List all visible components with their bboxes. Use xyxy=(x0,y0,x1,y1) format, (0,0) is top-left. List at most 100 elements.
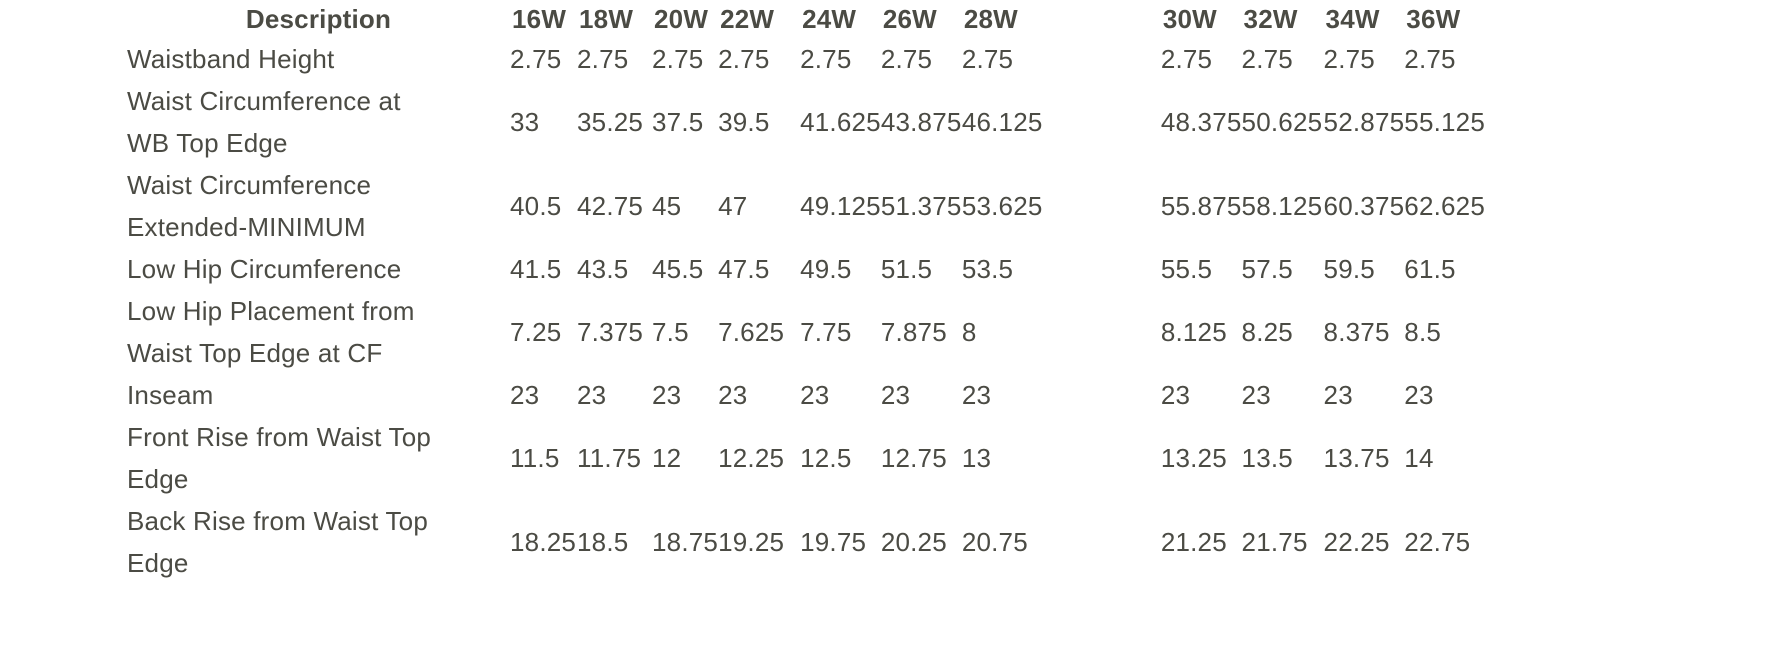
measurement-cell: 2.75 xyxy=(577,44,629,74)
measurement-cell: 62.625 xyxy=(1404,191,1486,221)
size-column-header: 34W xyxy=(1325,4,1380,34)
table-row: Waistband Height 2.75 2.75 2.75 2.75 2.75 2.75… xyxy=(127,38,1519,80)
measurement-cell: 43.5 xyxy=(577,254,629,284)
measurement-cell: 21.75 xyxy=(1241,527,1308,557)
table-row: Back Rise from Waist Top Edge 18.25 18.5 18… xyxy=(127,500,1519,584)
measurement-cell: 7.875 xyxy=(880,317,947,347)
measurement-cell: 23 xyxy=(961,380,992,410)
measurement-cell: 23 xyxy=(1241,380,1271,410)
table-row: Waist Circumference at WB Top Edge 33 35.2… xyxy=(127,80,1519,164)
table-row: Low Hip Placement from Waist Top Edge at… xyxy=(127,290,1519,374)
measurement-cell: 41.5 xyxy=(510,254,562,284)
measurement-cell: 2.75 xyxy=(652,44,704,74)
measurement-cell: 49.5 xyxy=(800,254,852,284)
table-row: Front Rise from Waist Top Edge 11.5 11.75 1… xyxy=(127,416,1519,500)
measurement-cell: 43.875 xyxy=(880,107,962,137)
measurement-cell: 37.5 xyxy=(652,107,704,137)
measurement-cell: 8 xyxy=(961,317,977,347)
measurement-cell: 23 xyxy=(880,380,911,410)
measurement-cell: 2.75 xyxy=(1404,44,1456,74)
row-description: Waistband Height xyxy=(127,44,335,74)
measurement-cell: 12.5 xyxy=(800,443,852,473)
measurement-cell: 23 xyxy=(1323,380,1353,410)
measurement-cell: 42.75 xyxy=(577,191,644,221)
measurement-cell: 23 xyxy=(652,380,682,410)
measurement-cell: 18.25 xyxy=(510,527,577,557)
measurement-cell: 23 xyxy=(1160,380,1191,410)
measurement-cell: 49.125 xyxy=(800,191,881,221)
measurement-cell: 45.5 xyxy=(652,254,704,284)
measurement-cell: 57.5 xyxy=(1241,254,1293,284)
size-column-header: 28W xyxy=(963,4,1018,34)
measurement-cell: 7.375 xyxy=(577,317,644,347)
row-description: Low Hip Placement from Waist Top Edge at… xyxy=(127,296,415,368)
table-row: Low Hip Circumference 41.5 43.5 45.5 47.5 49.… xyxy=(127,248,1519,290)
measurement-cell: 18.75 xyxy=(652,527,719,557)
measurement-cell: 12.25 xyxy=(718,443,785,473)
measurement-cell: 8.25 xyxy=(1241,317,1293,347)
measurement-cell: 59.5 xyxy=(1323,254,1375,284)
size-column-header: 18W xyxy=(579,4,634,34)
measurement-cell: 61.5 xyxy=(1404,254,1456,284)
measurement-cell: 47.5 xyxy=(718,254,770,284)
measurement-cell: 2.75 xyxy=(1160,44,1213,74)
measurement-cell: 50.625 xyxy=(1241,107,1323,137)
measurement-cell: 58.125 xyxy=(1241,191,1323,221)
measurement-cell: 13.5 xyxy=(1241,443,1293,473)
measurement-cell: 18.5 xyxy=(577,527,629,557)
measurement-cell: 8.5 xyxy=(1404,317,1442,347)
header-row: Description 16W 18W 20W 22W 24W 26W 28W 30W 32W 3… xyxy=(127,0,1519,38)
measurement-cell: 2.75 xyxy=(880,44,933,74)
row-description: Waist Circumference at WB Top Edge xyxy=(127,86,401,158)
measurement-cell: 2.75 xyxy=(510,44,562,74)
table-row: Inseam 23 23 23 23 23 23 23 23 23 23 23 xyxy=(127,374,1519,416)
table-row: Waist Circumference Extended-MINIMUM 40.5… xyxy=(127,164,1519,248)
measurement-cell: 8.125 xyxy=(1160,317,1227,347)
measurement-cell: 7.75 xyxy=(800,317,852,347)
size-column-header: 24W xyxy=(802,4,857,34)
measurement-cell: 45 xyxy=(652,191,682,221)
size-column-header: 16W xyxy=(512,4,567,34)
table-body: Waistband Height 2.75 2.75 2.75 2.75 2.75 2.75… xyxy=(127,38,1519,584)
measurement-cell: 51.5 xyxy=(880,254,933,284)
measurement-cell: 60.375 xyxy=(1323,191,1405,221)
measurement-cell: 14 xyxy=(1404,443,1434,473)
measurement-cell: 47 xyxy=(718,191,748,221)
measurement-cell: 2.75 xyxy=(800,44,852,74)
measurement-cell: 53.5 xyxy=(961,254,1014,284)
size-column-header: 30W xyxy=(1162,4,1217,34)
size-column-header: 36W xyxy=(1406,4,1461,34)
measurement-cell: 22.75 xyxy=(1404,527,1471,557)
measurement-cell: 13.75 xyxy=(1323,443,1390,473)
measurement-cell: 7.5 xyxy=(652,317,689,347)
description-column-header: Description xyxy=(245,4,392,34)
measurement-cell: 2.75 xyxy=(718,44,770,74)
measurement-cell: 55.5 xyxy=(1160,254,1213,284)
measurement-cell: 8.375 xyxy=(1323,317,1390,347)
measurement-cell: 7.25 xyxy=(510,317,562,347)
measurement-cell: 35.25 xyxy=(577,107,644,137)
measurement-cell: 12.75 xyxy=(880,443,947,473)
measurement-cell: 12 xyxy=(652,443,682,473)
measurement-cell: 23 xyxy=(577,380,607,410)
size-column-header: 20W xyxy=(654,4,709,34)
measurement-cell: 22.25 xyxy=(1323,527,1390,557)
measurement-cell: 46.125 xyxy=(961,107,1043,137)
measurement-cell: 19.75 xyxy=(800,527,867,557)
measurement-cell: 21.25 xyxy=(1160,527,1227,557)
measurement-cell: 33 xyxy=(510,107,540,137)
measurement-cell: 40.5 xyxy=(510,191,562,221)
row-description: Inseam xyxy=(127,380,214,410)
measurement-cell: 20.75 xyxy=(961,527,1028,557)
measurement-cell: 39.5 xyxy=(718,107,770,137)
measurement-cell: 2.75 xyxy=(961,44,1014,74)
measurement-cell: 48.375 xyxy=(1160,107,1242,137)
measurement-cell: 23 xyxy=(510,380,540,410)
measurement-cell: 7.625 xyxy=(718,317,785,347)
measurement-cell: 23 xyxy=(1404,380,1434,410)
measurement-cell: 13 xyxy=(961,443,992,473)
measurement-cell: 55.875 xyxy=(1160,191,1242,221)
row-description: Back Rise from Waist Top Edge xyxy=(127,506,428,578)
measurement-cell: 19.25 xyxy=(718,527,785,557)
row-description: Front Rise from Waist Top Edge xyxy=(127,422,432,494)
